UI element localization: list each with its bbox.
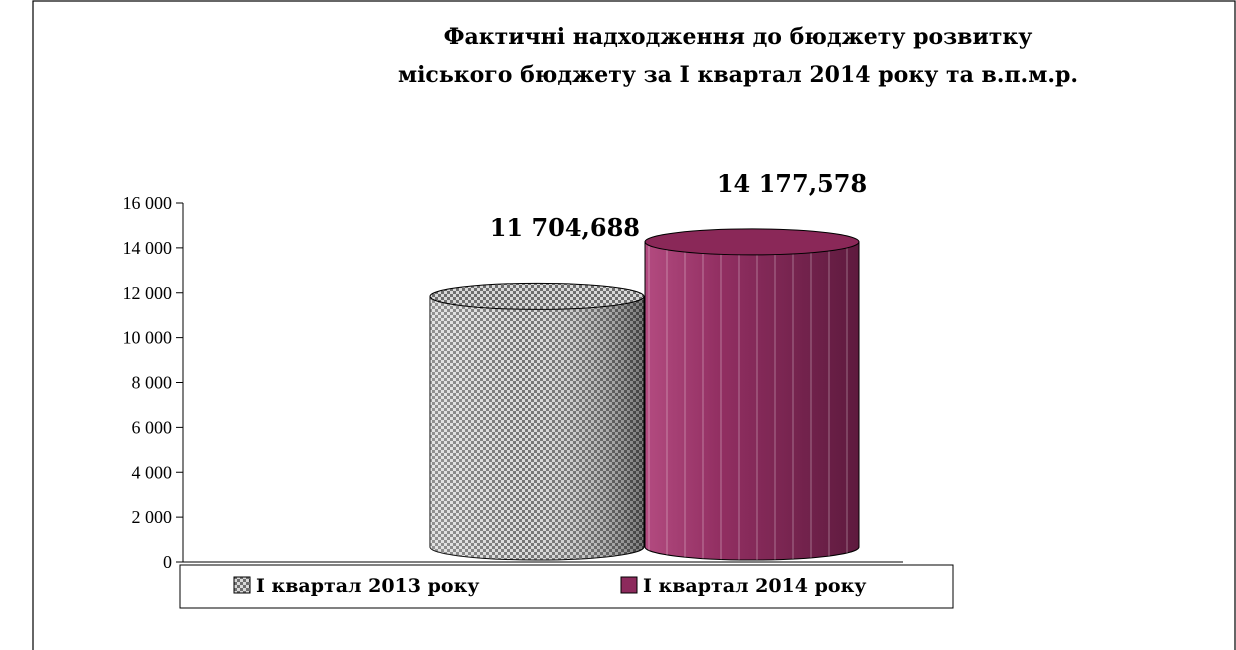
bar-cylinder-0	[429, 282, 645, 561]
y-tick-label: 8 000	[132, 373, 173, 393]
legend-swatch-2014	[620, 576, 638, 594]
data-label-2014: 14 177,578	[717, 169, 867, 198]
legend-label-2014: І квартал 2014 року	[643, 575, 866, 597]
y-tick-label: 2 000	[132, 507, 173, 527]
legend-box	[179, 564, 954, 609]
y-tick-label: 6 000	[132, 417, 173, 437]
chart-title-line-2: міського бюджету за І квартал 2014 року …	[398, 62, 1078, 88]
y-tick-label: 16 000	[123, 193, 173, 213]
legend-swatch-2013	[233, 576, 251, 594]
bar-top-0	[429, 282, 645, 310]
chart-title-line-1: Фактичні надходження до бюджету розвитку	[444, 24, 1033, 50]
bar-shading-0	[430, 296, 644, 560]
legend: І квартал 2013 року І квартал 2014 року	[179, 564, 954, 609]
bar-cylinder-1	[644, 228, 860, 561]
y-tick-label: 10 000	[123, 328, 173, 348]
bar-shading-1	[645, 241, 859, 560]
y-tick-label: 12 000	[123, 283, 173, 303]
bars	[429, 228, 860, 561]
legend-label-2013: І квартал 2013 року	[256, 575, 479, 597]
y-axis-ticks: 0 2 000 4 000 6 000 8 000 10 000 12 000 14 000 1…	[123, 193, 183, 572]
y-tick-label: 4 000	[132, 462, 173, 482]
y-tick-label: 0	[163, 552, 172, 572]
bar-top-1	[644, 228, 860, 256]
y-tick-label: 14 000	[123, 238, 173, 258]
data-label-2013: 11 704,688	[490, 213, 640, 242]
